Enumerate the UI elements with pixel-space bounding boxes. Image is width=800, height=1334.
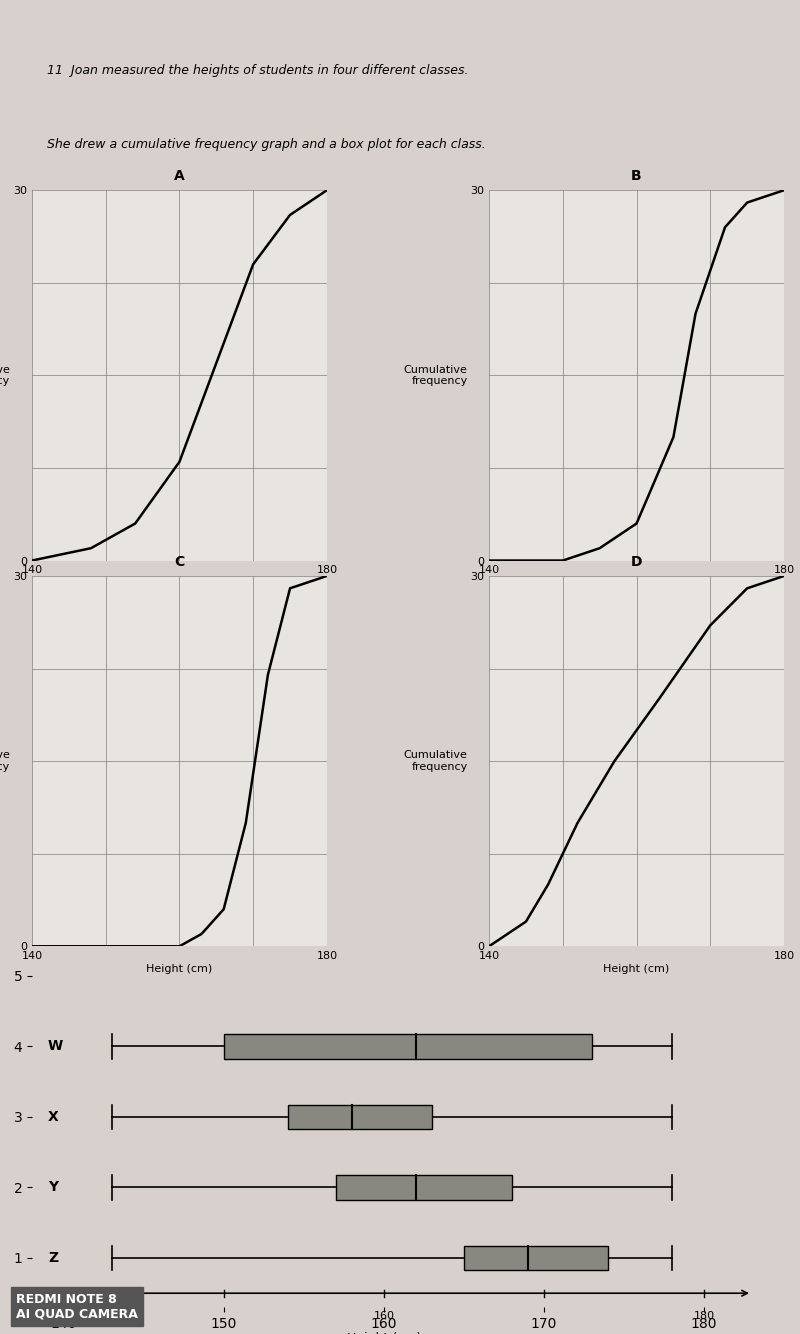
Text: REDMI NOTE 8
AI QUAD CAMERA: REDMI NOTE 8 AI QUAD CAMERA bbox=[16, 1293, 138, 1321]
Y-axis label: Cumulative
frequency: Cumulative frequency bbox=[0, 364, 10, 386]
FancyBboxPatch shape bbox=[464, 1246, 608, 1270]
X-axis label: Height (cm): Height (cm) bbox=[146, 964, 213, 974]
Text: She drew a cumulative frequency graph and a box plot for each class.: She drew a cumulative frequency graph an… bbox=[47, 137, 486, 151]
Text: 11  Joan measured the heights of students in four different classes.: 11 Joan measured the heights of students… bbox=[47, 64, 469, 77]
Text: 160: 160 bbox=[374, 1311, 394, 1321]
FancyBboxPatch shape bbox=[288, 1105, 432, 1129]
Text: X: X bbox=[48, 1110, 58, 1123]
Text: A: A bbox=[174, 169, 185, 183]
Text: Height (cm): Height (cm) bbox=[347, 1333, 421, 1334]
Y-axis label: Cumulative
frequency: Cumulative frequency bbox=[403, 750, 467, 772]
Y-axis label: Cumulative
frequency: Cumulative frequency bbox=[403, 364, 467, 386]
Text: D: D bbox=[630, 555, 642, 568]
Text: Z: Z bbox=[48, 1251, 58, 1265]
Text: 140: 140 bbox=[54, 1311, 74, 1321]
Text: Y: Y bbox=[48, 1181, 58, 1194]
FancyBboxPatch shape bbox=[336, 1175, 512, 1199]
FancyBboxPatch shape bbox=[224, 1034, 592, 1059]
Text: C: C bbox=[174, 555, 185, 568]
X-axis label: Height (cm): Height (cm) bbox=[146, 578, 213, 588]
X-axis label: Height (cm): Height (cm) bbox=[603, 964, 670, 974]
Text: 180: 180 bbox=[694, 1311, 714, 1321]
Y-axis label: Cumulative
frequency: Cumulative frequency bbox=[0, 750, 10, 772]
X-axis label: Height (cm): Height (cm) bbox=[603, 578, 670, 588]
Text: W: W bbox=[48, 1039, 63, 1054]
Text: B: B bbox=[631, 169, 642, 183]
